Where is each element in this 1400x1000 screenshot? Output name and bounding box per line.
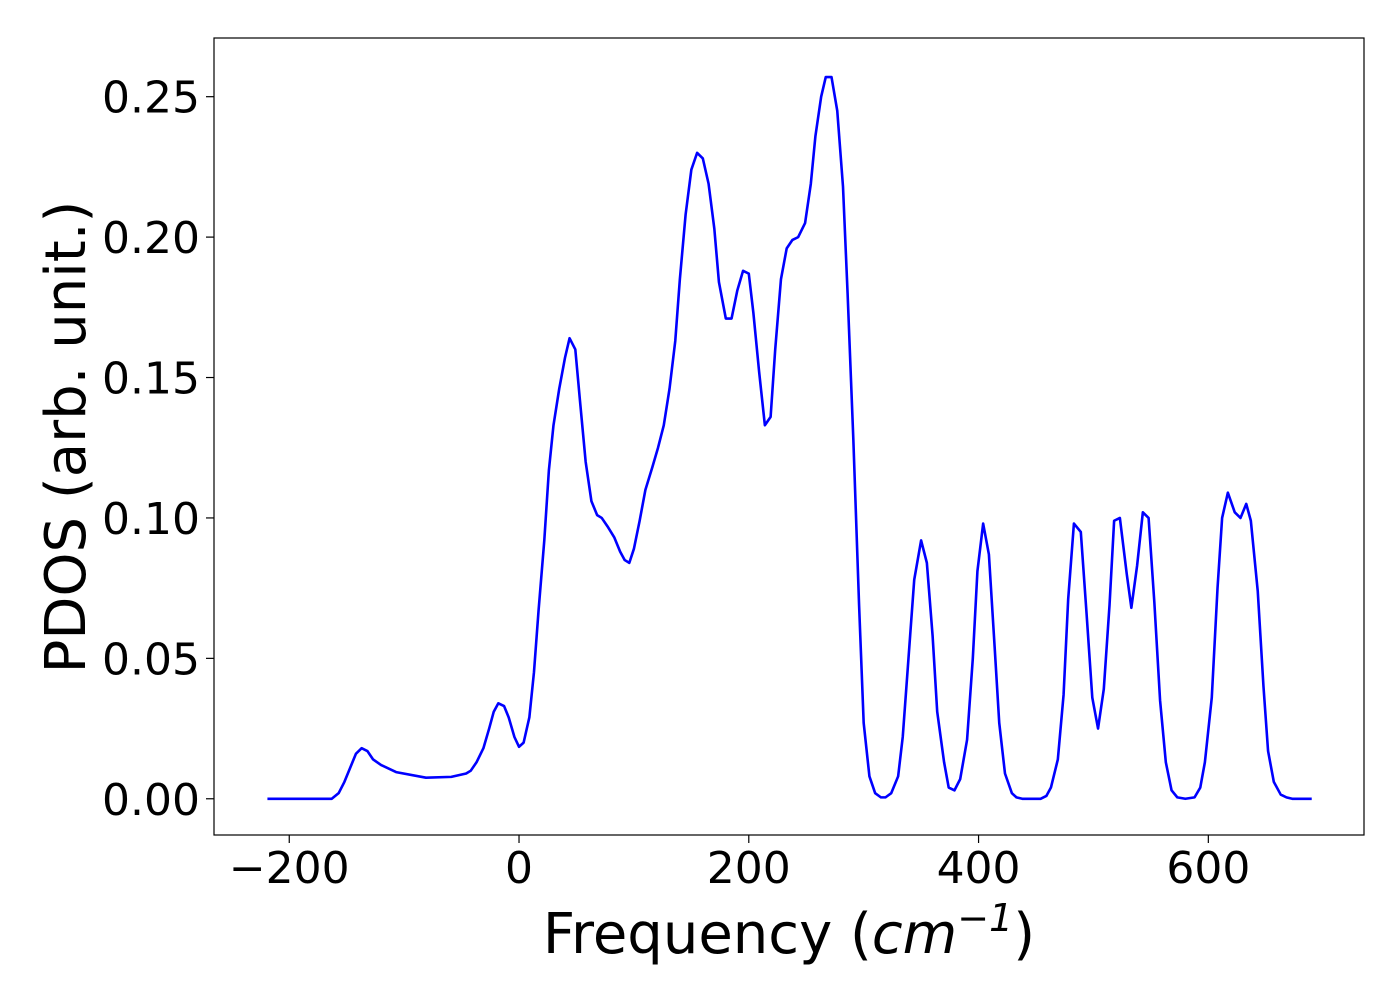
y-tick-label: 0.20 <box>102 213 200 264</box>
x-tick-label: 600 <box>1166 843 1250 894</box>
y-tick-label: 0.05 <box>102 634 200 685</box>
x-tick-label: −200 <box>229 843 350 894</box>
y-tick-label: 0.15 <box>102 354 200 405</box>
data-line <box>267 75 1312 801</box>
y-tick-label: 0.10 <box>102 494 200 545</box>
x-axis-label: Frequency (cm−1) <box>543 896 1035 967</box>
y-tick-label: 0.25 <box>102 73 200 124</box>
x-axis-label-part: ) <box>1013 902 1035 967</box>
x-axis-label-part: −1 <box>957 896 1013 940</box>
x-tick-label: 400 <box>937 843 1021 894</box>
x-tick-label: 200 <box>707 843 791 894</box>
x-axis-label-part: cm <box>872 902 957 967</box>
y-axis-label: PDOS (arb. unit.) <box>34 201 99 674</box>
y-tick-label: 0.00 <box>102 775 200 826</box>
x-tick-label: 0 <box>505 843 533 894</box>
x-axis-label-part: Frequency ( <box>543 902 872 967</box>
plot-frame <box>213 37 1365 836</box>
